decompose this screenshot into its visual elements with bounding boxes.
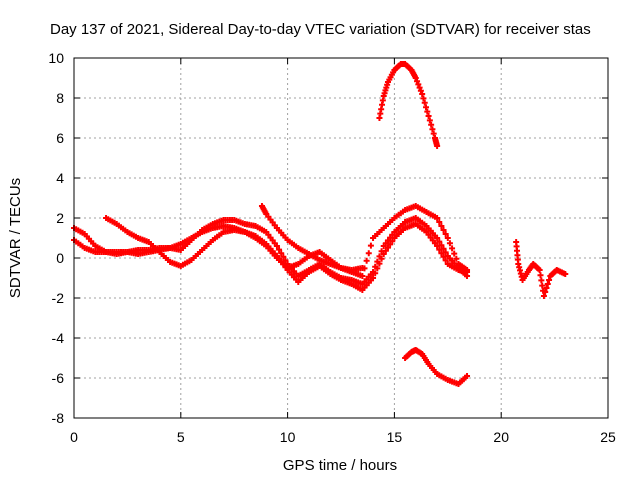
data-point	[451, 250, 458, 257]
y-tick-label: -6	[52, 370, 65, 386]
y-tick-label: 8	[56, 90, 64, 106]
data-point	[376, 260, 383, 267]
data-point	[440, 253, 447, 260]
data-point	[453, 255, 460, 262]
data-point	[421, 99, 428, 106]
data-point	[562, 271, 569, 277]
x-axis-label: GPS time / hours	[283, 457, 397, 474]
data-point	[280, 253, 287, 260]
y-axis-label: SDTVAR / TECUs	[7, 178, 24, 298]
data-point	[540, 293, 547, 299]
x-tick-label: 10	[280, 429, 296, 445]
y-tick-label: 2	[56, 210, 64, 226]
data-point	[430, 130, 437, 137]
data-point	[449, 245, 456, 252]
data-point	[434, 143, 441, 149]
data-point	[414, 78, 421, 85]
data-point	[440, 227, 447, 233]
data-point	[378, 255, 385, 262]
data-point	[537, 272, 544, 279]
data-point	[273, 243, 280, 249]
data-point	[365, 250, 372, 257]
data-point	[425, 113, 432, 119]
y-tick-label: -2	[52, 290, 65, 306]
data-point	[278, 250, 285, 257]
series-late-cluster	[513, 239, 569, 299]
data-point	[546, 277, 553, 283]
y-tick-label: 10	[48, 50, 64, 66]
y-tick-label: -4	[52, 330, 65, 346]
data-point	[370, 275, 377, 281]
y-tick-label: 0	[56, 250, 64, 266]
data-point	[359, 273, 366, 279]
x-tick-label: 25	[600, 429, 616, 445]
data-point	[423, 104, 430, 111]
data-point	[442, 231, 449, 237]
data-point	[436, 219, 443, 225]
data-point	[420, 95, 427, 102]
data-point	[387, 241, 394, 248]
data-point	[539, 282, 546, 289]
data-point	[464, 267, 471, 273]
plot-frame	[73, 57, 609, 419]
data-point	[412, 75, 419, 81]
data-point	[438, 250, 445, 257]
data-point	[415, 81, 422, 88]
data-point	[416, 84, 423, 91]
data-point	[380, 251, 387, 257]
data-point	[542, 289, 549, 295]
y-tick-label: 6	[56, 130, 64, 146]
data-point	[429, 126, 436, 133]
data-point	[389, 238, 396, 245]
data-point	[444, 235, 451, 241]
data-point	[536, 267, 543, 273]
grid-lines	[74, 58, 608, 418]
data-point	[384, 244, 391, 251]
data-point	[543, 285, 550, 291]
data-point	[424, 108, 431, 115]
data-point	[417, 87, 424, 94]
data-point	[419, 91, 426, 97]
data-point	[426, 117, 433, 124]
series-lower-arc	[402, 347, 471, 387]
x-tick-label: 15	[387, 429, 403, 445]
data-point	[436, 246, 443, 253]
data-point	[442, 257, 449, 264]
data-point	[372, 270, 379, 277]
data-point	[434, 235, 441, 241]
data-point	[382, 247, 389, 254]
data-point	[464, 373, 471, 379]
y-tick-label: 4	[56, 170, 64, 186]
data-point	[374, 265, 381, 272]
y-tick-label: -8	[52, 410, 65, 426]
data-point	[438, 223, 445, 229]
x-tick-label: 20	[493, 429, 509, 445]
chart-title: Day 137 of 2021, Sidereal Day-to-day VTE…	[50, 21, 591, 38]
data-point	[434, 243, 441, 249]
x-tick-label: 0	[70, 429, 78, 445]
axis-ticks: 0 5 10 15 20 25 -8 -6 -4 -2 0 2 4 6 8 10	[48, 50, 616, 445]
data-point	[544, 281, 551, 287]
data-point	[359, 265, 366, 271]
x-tick-label: 5	[177, 429, 185, 445]
series-upper-arc	[376, 61, 441, 149]
data-point	[428, 121, 435, 128]
data-point	[538, 277, 545, 284]
data-point	[434, 215, 441, 221]
data-point	[363, 257, 370, 264]
data-point	[276, 246, 283, 253]
data-point	[282, 257, 289, 264]
series-trace-d	[258, 203, 366, 273]
data-point	[367, 242, 374, 249]
data-point	[446, 240, 453, 247]
data-point	[436, 238, 443, 245]
